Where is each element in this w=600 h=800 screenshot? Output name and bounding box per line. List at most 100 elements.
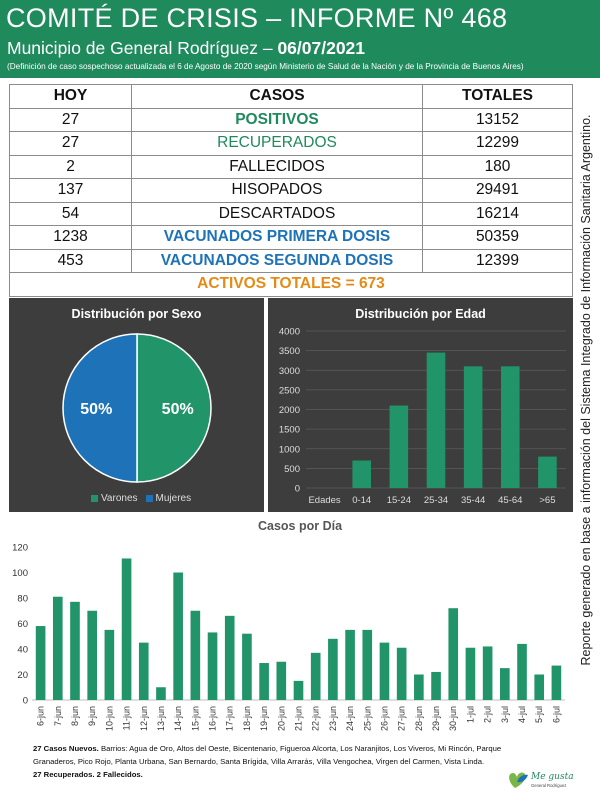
daily-y-tick-label: 60 — [17, 619, 28, 630]
daily-bar-27-jun — [396, 647, 407, 700]
recovered-text: 27 Recuperados. 2 Fallecidos. — [33, 770, 143, 779]
daily-bar-19-jun — [259, 663, 269, 700]
table-row: 27 RECUPERADOS 12299 — [9, 131, 573, 156]
hoy-cell: 27 — [9, 107, 132, 132]
daily-bar-12-jun — [138, 642, 149, 700]
daily-x-tick-label: 10-jun — [104, 706, 114, 731]
daily-x-tick-label: 2-jul — [483, 706, 493, 723]
totales-cell: 13152 — [422, 107, 573, 132]
legend-swatch-mujeres — [145, 494, 153, 502]
daily-x-tick-label: 1-jul — [465, 706, 475, 723]
pie-chart-title: Distribución por Sexo — [71, 307, 202, 321]
hoy-cell: 1238 — [9, 225, 132, 250]
table-row: 54 DESCARTADOS 16214 — [9, 201, 573, 226]
report-header: COMITÉ DE CRISIS – INFORME Nº 468 Munici… — [0, 0, 600, 78]
daily-x-tick-label: 22-jun — [311, 706, 321, 731]
casos-cell: RECUPERADOS — [131, 131, 423, 156]
daily-x-tick-label: 11-jun — [122, 706, 132, 730]
activos-row: ACTIVOS TOTALES = 673 — [9, 272, 573, 297]
legend-swatch-varones — [91, 494, 98, 502]
daily-bar-1-jul — [465, 647, 476, 700]
totales-cell: 29491 — [422, 178, 573, 203]
daily-bar-23-jun — [328, 638, 338, 700]
daily-x-tick-label: 3-jul — [500, 706, 510, 723]
daily-bar-13-jun — [156, 687, 166, 700]
casos-cell: VACUNADOS SEGUNDA DOSIS — [131, 248, 423, 273]
daily-x-tick-label: 29-jun — [431, 706, 441, 731]
daily-y-tick-label: 20 — [17, 670, 28, 681]
age-y-tick-label: 500 — [284, 464, 300, 475]
side-note-text: Reporte generado en base a información d… — [579, 114, 593, 666]
activos-total: ACTIVOS TOTALES = 673 — [9, 272, 573, 297]
daily-x-tick-label: 19-jun — [259, 706, 269, 731]
table-row: 27 POSITIVOS 13152 — [9, 107, 573, 132]
daily-x-tick-label: 21-jun — [294, 706, 304, 731]
table-row: 2 FALLECIDOS 180 — [9, 154, 573, 179]
daily-x-tick-label: 13-jun — [156, 706, 166, 731]
age-bar-0-14 — [352, 460, 371, 488]
table-row: 1238 VACUNADOS PRIMERA DOSIS 50359 — [9, 225, 573, 250]
header-totales: TOTALES — [422, 84, 573, 109]
daily-bar-14-jun — [173, 572, 183, 700]
daily-x-tick-label: 7-jun — [53, 706, 63, 726]
daily-bar-30-jun — [448, 608, 459, 700]
daily-x-tick-label: 4-jul — [517, 706, 527, 723]
header-casos: CASOS — [131, 84, 423, 109]
report-subtitle: Municipio de General Rodríguez – 06/07/2… — [7, 38, 365, 59]
hoy-cell: 54 — [9, 201, 132, 226]
pie-data-label: 50% — [162, 401, 194, 418]
daily-bar-3-jul — [500, 668, 510, 700]
daily-x-tick-label: 26-jun — [379, 706, 389, 731]
daily-y-tick-label: 0 — [23, 696, 28, 707]
daily-x-tick-label: 24-jun — [345, 706, 355, 731]
daily-bar-6-jun — [35, 626, 46, 700]
daily-bar-15-jun — [190, 610, 201, 700]
daily-bar-5-jul — [534, 674, 545, 700]
daily-x-tick-label: 16-jun — [208, 706, 218, 731]
daily-x-tick-label: 12-jun — [139, 706, 149, 731]
age-distribution-panel: Distribución por Edad 0 500 1000 1500 2000 25… — [268, 298, 573, 512]
daily-x-tick-label: 30-jun — [448, 706, 458, 731]
hoy-cell: 27 — [9, 131, 132, 156]
table-row: 137 HISOPADOS 29491 — [9, 178, 573, 203]
age-x-tick-label: 45-64 — [498, 495, 522, 506]
pie-slice-mujeres — [62, 333, 138, 483]
age-x-tick-label: 35-44 — [461, 495, 485, 506]
daily-bar-21-jun — [293, 680, 304, 700]
logo-subtitle: General Rodríguez — [531, 783, 566, 788]
daily-x-tick-label: 8-jun — [70, 706, 80, 726]
summary-header-row: HOY CASOS TOTALES — [9, 84, 573, 109]
age-y-tick-label: 0 — [295, 484, 300, 495]
legend-label: Mujeres — [155, 493, 192, 504]
daily-bar-11-jun — [121, 558, 132, 700]
totales-cell: 50359 — [422, 225, 573, 250]
casos-cell: HISOPADOS — [131, 178, 423, 203]
daily-y-tick-label: 100 — [12, 568, 28, 579]
age-bar-35-44 — [463, 366, 483, 488]
daily-x-tick-label: 6-jul — [551, 706, 561, 723]
new-cases-count: 27 Casos Nuevos. — [33, 744, 99, 753]
report-title: COMITÉ DE CRISIS – INFORME Nº 468 — [6, 3, 508, 33]
legend-item-mujeres: Mujeres — [145, 493, 192, 504]
daily-bar-24-jun — [345, 629, 355, 700]
age-y-tick-label: 4000 — [279, 327, 300, 338]
recovered-line: 27 Recuperados. 2 Fallecidos. — [33, 768, 533, 781]
pie-chart: 50% 50% — [62, 333, 212, 483]
daily-x-tick-label: 20-jun — [276, 706, 286, 731]
daily-x-tick-label: 5-jul — [534, 706, 544, 723]
logo-leaf-icon — [517, 774, 528, 783]
daily-bar-16-jun — [207, 632, 218, 700]
age-y-tick-label: 3500 — [279, 346, 300, 357]
daily-x-tick-label: 23-jun — [328, 706, 338, 731]
municipality-label: Municipio de General Rodríguez – — [7, 38, 278, 58]
sex-distribution-panel: Distribución por Sexo 50% 50% Varones Muj… — [9, 298, 264, 512]
totales-cell: 180 — [422, 154, 573, 179]
age-x-tick-label: 25-34 — [424, 495, 448, 506]
definition-note: (Definición de caso sospechoso actualiza… — [7, 62, 524, 71]
pie-slice-varones — [136, 333, 212, 483]
age-bar-45-64 — [501, 366, 520, 488]
table-row: 453 VACUNADOS SEGUNDA DOSIS 12399 — [9, 248, 573, 273]
age-x-tick-label: 15-24 — [387, 495, 411, 506]
totales-cell: 12399 — [422, 248, 573, 273]
daily-bar-10-jun — [104, 629, 115, 700]
